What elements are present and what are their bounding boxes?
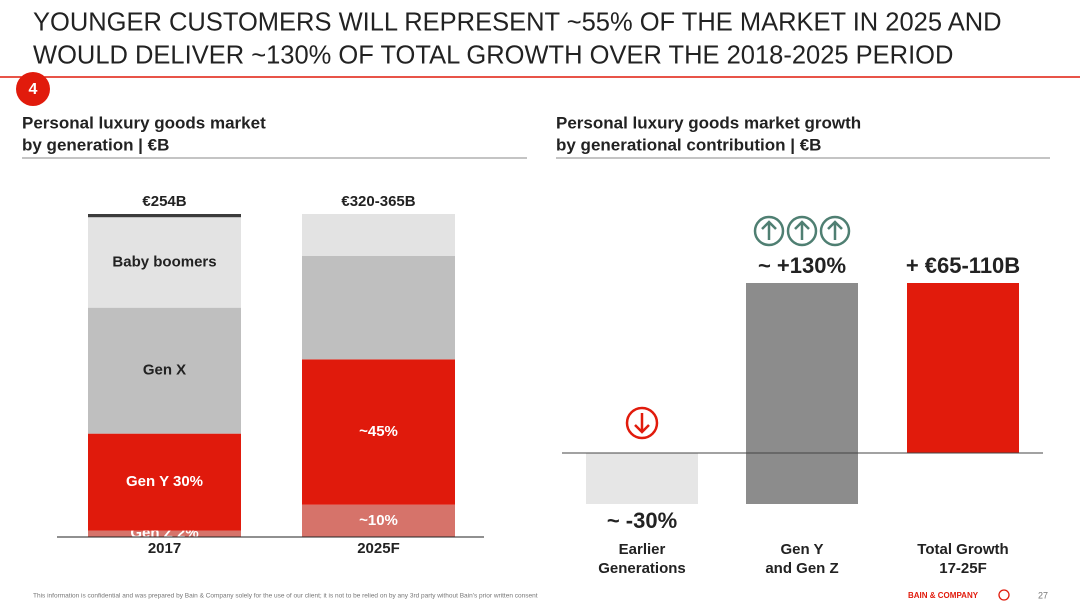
brand: BAIN & COMPANY bbox=[908, 591, 979, 600]
value-label: ~ -30% bbox=[607, 508, 677, 533]
total-label: €320-365B bbox=[341, 193, 415, 210]
badge-number: 4 bbox=[29, 81, 38, 98]
segment-label: ~10% bbox=[359, 512, 398, 529]
annotation: + €65-110B bbox=[906, 253, 1020, 278]
page-number: 27 bbox=[1038, 590, 1048, 600]
brand-logo bbox=[998, 589, 1010, 601]
bar bbox=[746, 283, 858, 504]
bar-segment bbox=[302, 359, 455, 505]
chart-title: by generation | €B bbox=[22, 135, 169, 154]
x-tick-label: and Gen Z bbox=[765, 560, 838, 577]
bar-segment bbox=[88, 217, 241, 308]
x-tick-label: 2017 bbox=[148, 540, 181, 557]
up-arrows bbox=[753, 215, 851, 247]
x-tick-label: Gen Y bbox=[780, 541, 823, 558]
down-arrow bbox=[625, 406, 659, 440]
bar-segment bbox=[302, 504, 455, 537]
bar-segment bbox=[88, 530, 241, 537]
chart-title: by generational contribution | €B bbox=[556, 135, 821, 154]
bar bbox=[586, 453, 698, 504]
bar-segment bbox=[302, 255, 455, 360]
x-tick-label: Total Growth bbox=[917, 541, 1008, 558]
segment-label: Gen X bbox=[143, 362, 186, 379]
chart-title: Personal luxury goods market growth bbox=[556, 113, 861, 132]
x-tick-label: Earlier bbox=[619, 541, 666, 558]
bar-segment bbox=[302, 214, 455, 256]
x-tick-label: Generations bbox=[598, 560, 686, 577]
x-tick-label: 2025F bbox=[357, 540, 400, 557]
bar bbox=[907, 283, 1019, 453]
total-label: €254B bbox=[142, 193, 186, 210]
bar-segment bbox=[88, 307, 241, 434]
badge bbox=[16, 72, 50, 106]
slide-title: WOULD DELIVER ~130% OF TOTAL GROWTH OVER… bbox=[33, 42, 953, 70]
disclaimer: This information is confidential and was… bbox=[33, 593, 538, 600]
chart-title: Personal luxury goods market bbox=[22, 113, 266, 132]
x-tick-label: 17-25F bbox=[939, 560, 987, 577]
segment-label: Baby boomers bbox=[112, 253, 216, 270]
segment-label: ~45% bbox=[359, 423, 398, 440]
slide-title: YOUNGER CUSTOMERS WILL REPRESENT ~55% OF… bbox=[33, 9, 1002, 37]
value-label: ~ +130% bbox=[758, 253, 846, 278]
segment-label: Gen Y 30% bbox=[126, 473, 203, 490]
bar-segment bbox=[88, 433, 241, 531]
bar-segment bbox=[88, 214, 241, 218]
